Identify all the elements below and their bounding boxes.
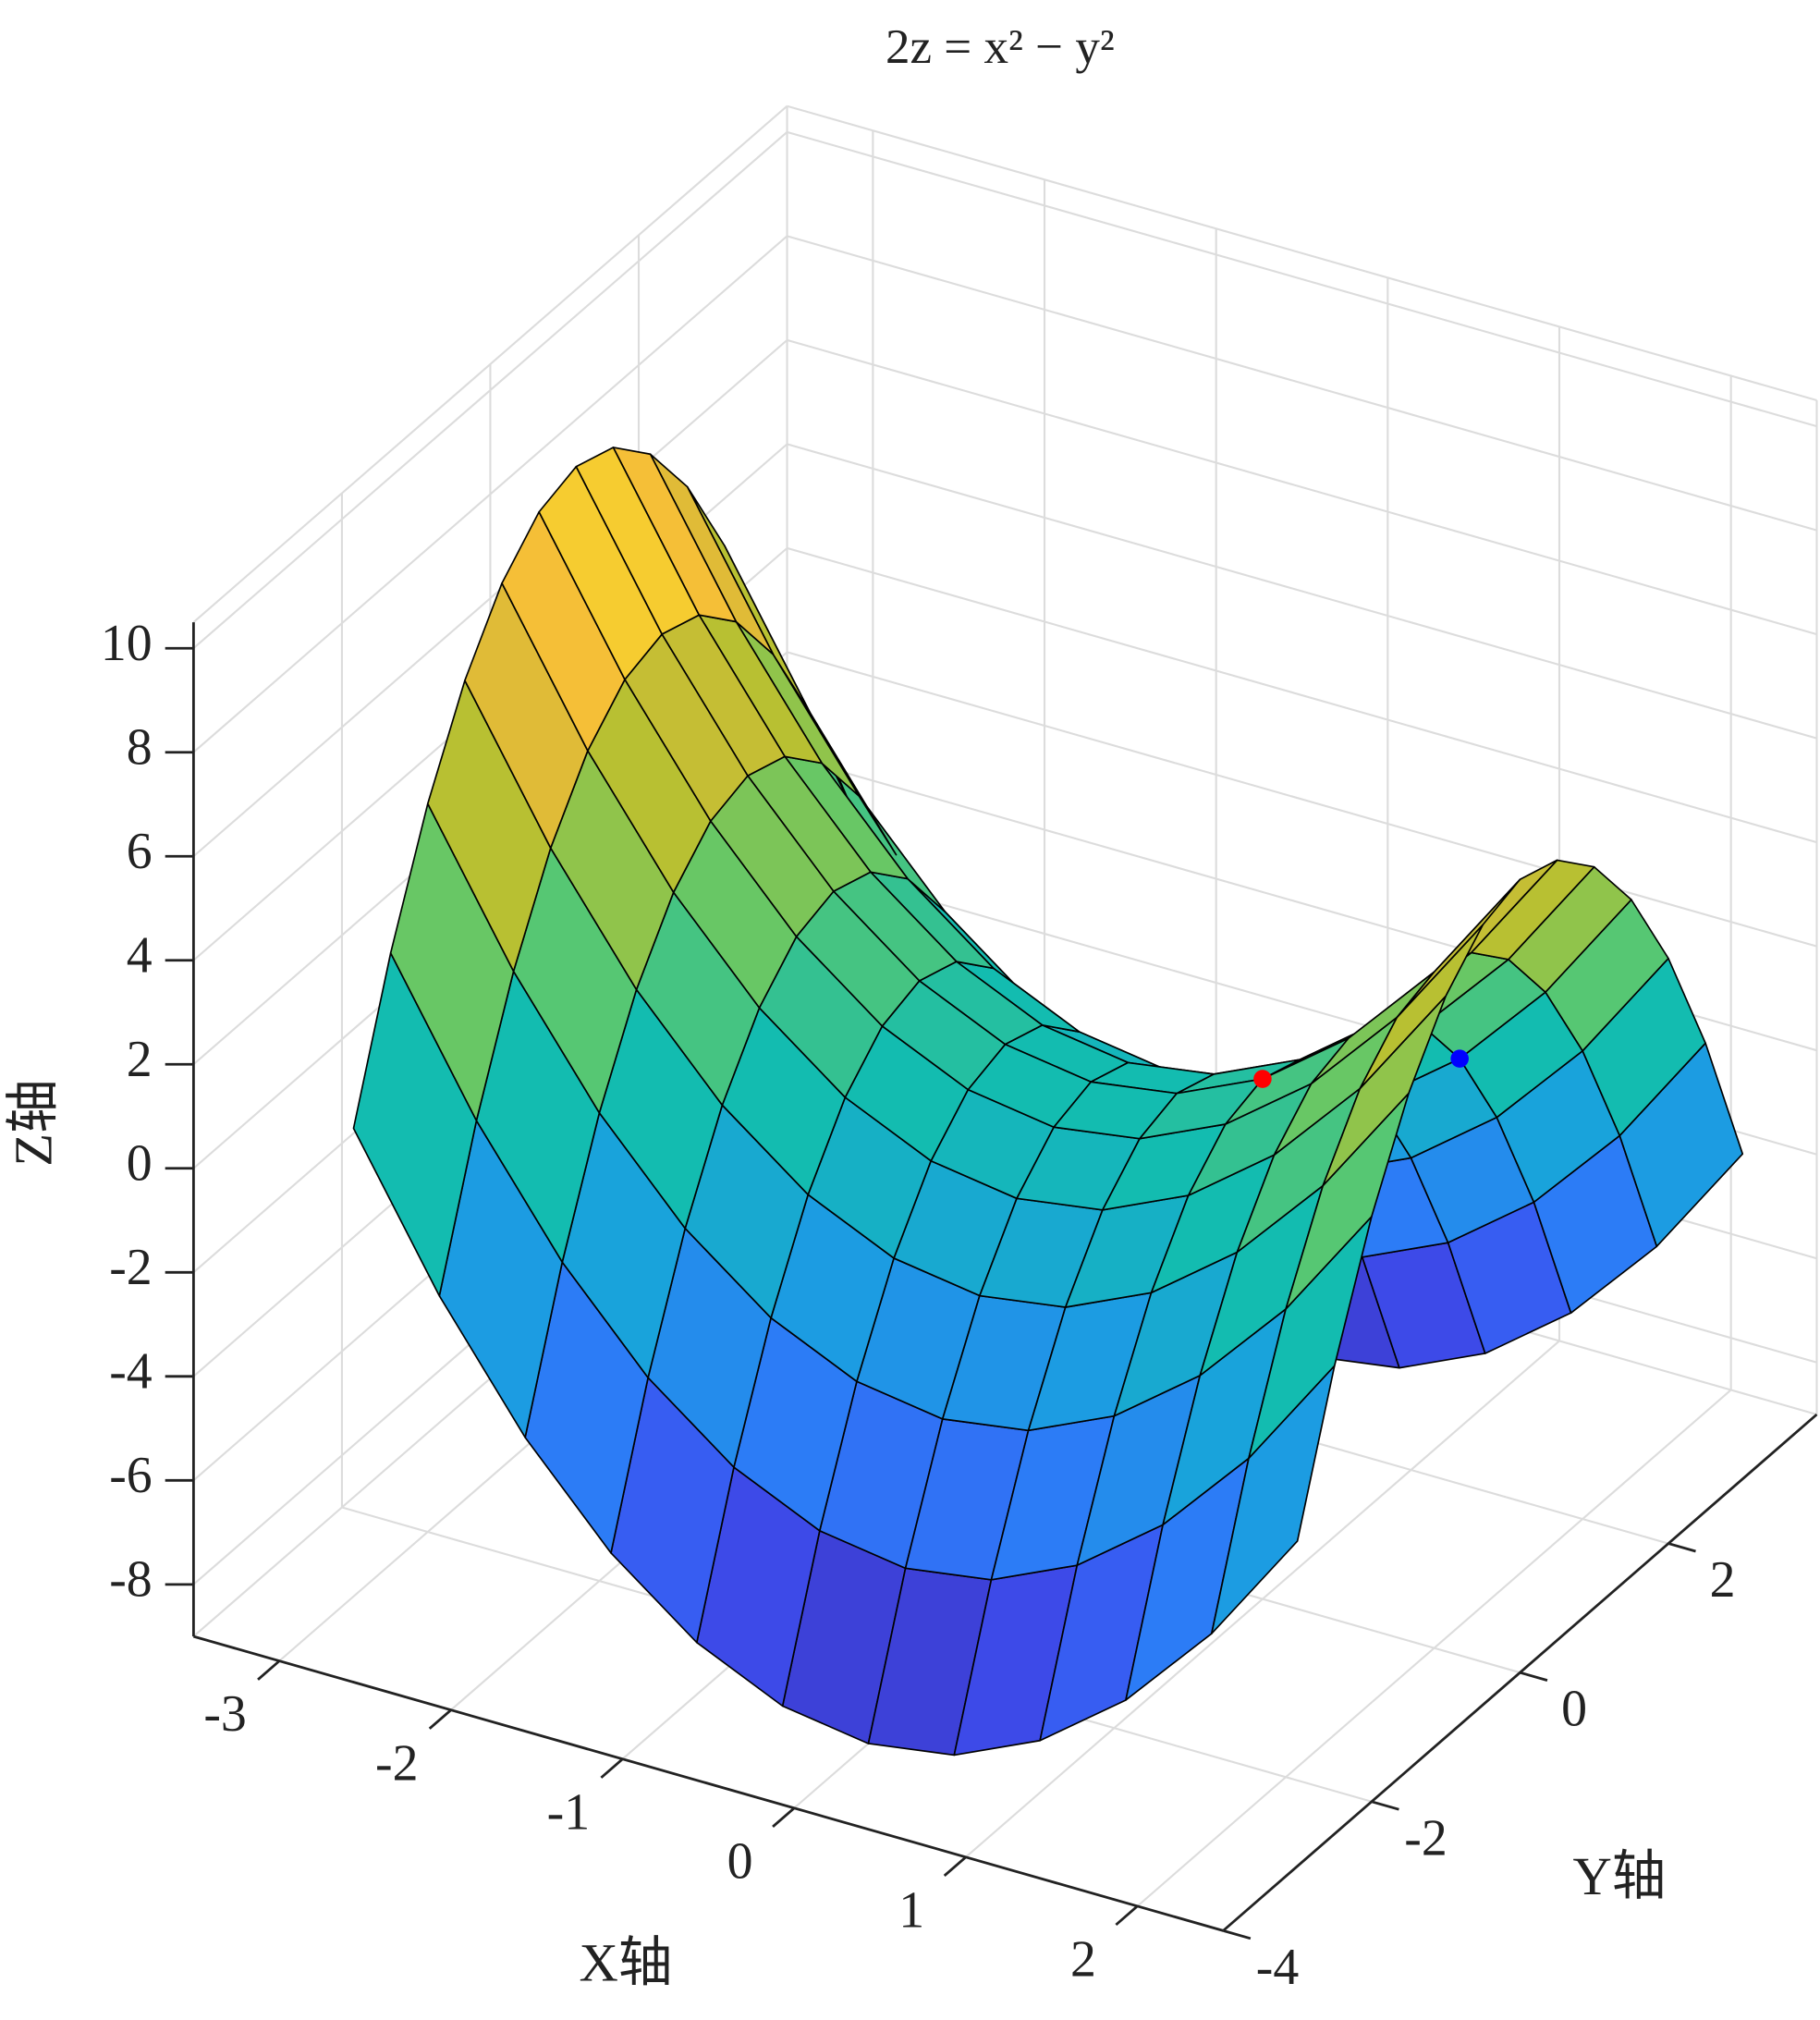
x-tick — [428, 1708, 452, 1730]
x-tick — [943, 1855, 967, 1878]
point — [1450, 1049, 1469, 1068]
y-axis-label: Y轴 — [1572, 1846, 1666, 1906]
y-tick-label: 2 — [1710, 1551, 1736, 1609]
grid-line — [787, 338, 1817, 636]
z-tick-label: 4 — [127, 927, 153, 985]
x-tick-label: 2 — [1070, 1930, 1096, 1988]
x-axis-label: X轴 — [580, 1932, 673, 1992]
surface-patch — [1396, 878, 1521, 1019]
x-tick-label: -1 — [547, 1783, 591, 1841]
x-tick — [257, 1659, 281, 1681]
z-tick-label: -8 — [109, 1551, 153, 1609]
x-tick — [772, 1806, 796, 1828]
chart-title: 2z = x² − y² — [886, 20, 1115, 74]
x-tick-label: 0 — [727, 1832, 753, 1890]
y-tick — [1667, 1542, 1696, 1553]
box-edge — [787, 104, 1817, 401]
x-tick — [1115, 1904, 1139, 1927]
z-tick-label: 10 — [101, 615, 153, 672]
z-tick-label: -6 — [109, 1447, 153, 1504]
z-tick-label: -2 — [109, 1239, 153, 1296]
y-tick — [1222, 1929, 1252, 1940]
z-axis-label: Z轴 — [3, 1079, 63, 1166]
grid-line — [787, 651, 1817, 948]
surface-patch — [538, 465, 663, 680]
y-tick — [1520, 1671, 1548, 1682]
y-tick-label: 0 — [1561, 1681, 1587, 1738]
z-tick-label: -4 — [109, 1343, 153, 1401]
y-tick — [1371, 1800, 1399, 1811]
grid-line — [192, 339, 788, 858]
y-tick-label: -4 — [1256, 1939, 1300, 1996]
z-tick-label: 0 — [127, 1135, 153, 1193]
z-tick-label: 2 — [127, 1031, 153, 1088]
grid-line — [787, 235, 1817, 532]
grid-line — [192, 131, 788, 650]
x-tick-label: -3 — [203, 1685, 247, 1743]
x-axis — [193, 1634, 1224, 1932]
point — [1253, 1070, 1272, 1088]
y-tick-label: -2 — [1404, 1809, 1447, 1867]
grid-line — [787, 443, 1817, 740]
x-tick-label: 1 — [898, 1881, 924, 1939]
x-tick — [600, 1757, 624, 1779]
grid-line — [787, 130, 1817, 428]
z-tick-label: 8 — [127, 719, 153, 777]
grid-line — [787, 546, 1817, 844]
z-tick-label: 6 — [127, 823, 153, 880]
grid-line — [192, 235, 788, 753]
x-tick-label: -2 — [375, 1734, 419, 1792]
